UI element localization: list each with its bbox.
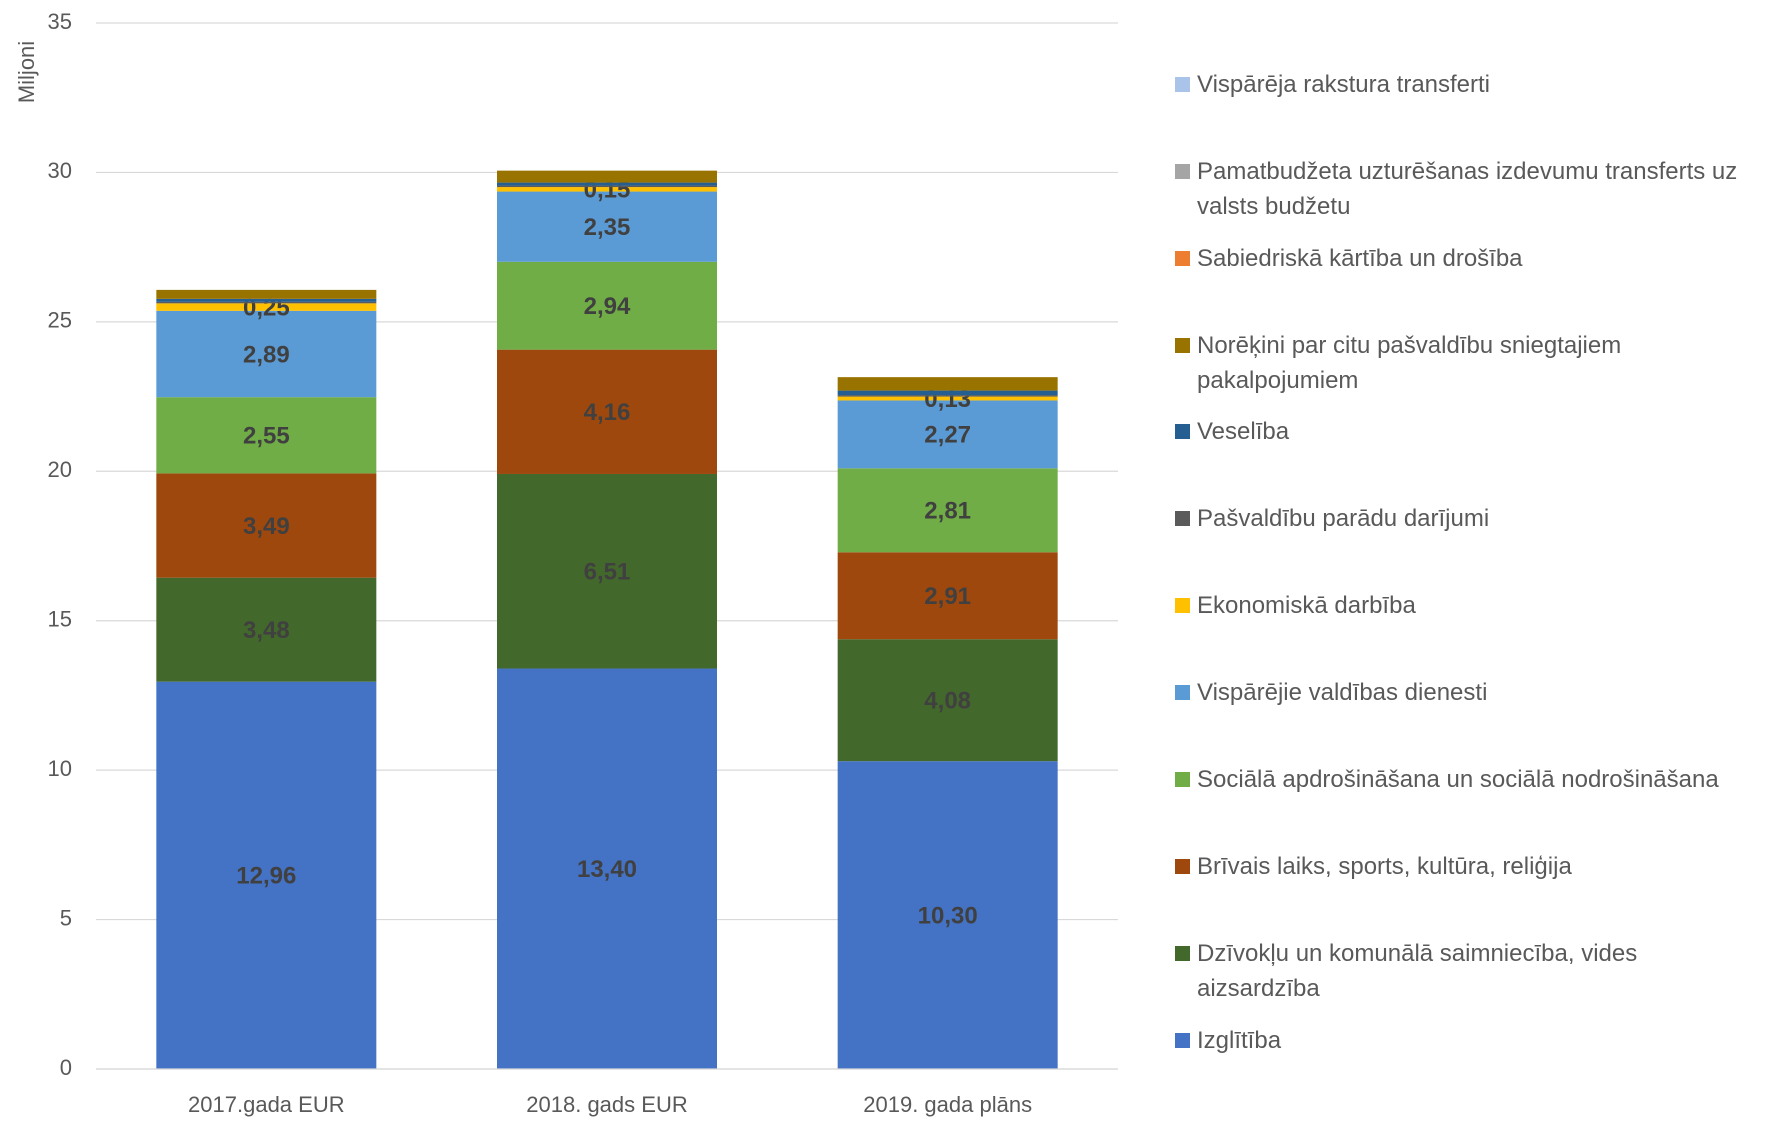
y-tick-label: 5 <box>60 905 72 930</box>
y-tick-label: 20 <box>48 457 72 482</box>
bar-segment <box>497 349 717 474</box>
value-label: 6,51 <box>584 559 631 586</box>
y-tick-label: 15 <box>48 607 72 632</box>
legend-item: Dzīvokļu un komunālā saimniecība, vides … <box>1175 936 1765 1006</box>
legend-swatch <box>1175 859 1190 874</box>
value-label: 3,49 <box>243 513 290 540</box>
bar-segment <box>497 473 717 669</box>
y-tick-label: 0 <box>60 1055 72 1080</box>
value-label: 2,89 <box>243 341 290 368</box>
bar-segment <box>837 395 1058 397</box>
legend-swatch <box>1175 338 1190 353</box>
legend-item: Izglītība <box>1175 1023 1765 1058</box>
y-tick-label: 10 <box>48 756 72 781</box>
legend-label: Brīvais laiks, sports, kultūra, reliģija <box>1197 853 1572 880</box>
legend-item: Pašvaldību parādu darījumi <box>1175 501 1765 536</box>
legend-label: Izglītība <box>1197 1027 1282 1054</box>
legend-label: Sociālā apdrošināšana un sociālā nodroši… <box>1197 766 1719 793</box>
bar-segment <box>837 400 1058 469</box>
value-label: 13,40 <box>577 856 637 883</box>
bar-segment <box>156 298 377 302</box>
value-label: 12,96 <box>236 863 296 890</box>
bar-segment <box>837 468 1058 553</box>
legend-swatch <box>1175 772 1190 787</box>
bar-segment <box>837 639 1058 762</box>
value-label: 2,27 <box>924 422 971 449</box>
legend-swatch <box>1175 511 1190 526</box>
legend-swatch <box>1175 164 1190 179</box>
x-tick-label: 2019. gada plāns <box>863 1092 1032 1117</box>
legend-swatch <box>1175 1033 1190 1048</box>
legend-swatch <box>1175 251 1190 266</box>
value-label: 2,55 <box>243 423 290 450</box>
legend-label: Vispārēja rakstura transferti <box>1197 71 1491 98</box>
y-tick-label: 25 <box>48 308 72 333</box>
legend-swatch <box>1175 946 1190 961</box>
legend-label: Ekonomiskā darbība <box>1197 592 1416 619</box>
bar-segment <box>837 390 1058 396</box>
bar-segment <box>156 310 377 398</box>
bar-segment <box>156 289 377 299</box>
legend-item: Vispārēja rakstura transferti <box>1175 67 1765 102</box>
legend-swatch <box>1175 424 1190 439</box>
bar-segment <box>497 182 717 186</box>
bar-segment <box>837 761 1058 1069</box>
value-label: 4,08 <box>924 688 971 715</box>
bar-segment <box>497 191 717 262</box>
legend-item: Norēķini par citu pašvaldību sniegtajiem… <box>1175 328 1765 398</box>
value-label: 2,94 <box>584 293 631 320</box>
y-tick-label: 35 <box>48 9 72 34</box>
bar-segment <box>156 397 377 474</box>
value-label: 10,30 <box>918 902 978 929</box>
value-label: 4,16 <box>584 399 631 426</box>
legend-item: Ekonomiskā darbība <box>1175 588 1765 623</box>
legend-swatch <box>1175 685 1190 700</box>
bar-segment <box>497 668 717 1069</box>
y-tick-label: 30 <box>48 158 72 183</box>
bar-segment <box>837 552 1058 640</box>
legend-item: Veselība <box>1175 414 1765 449</box>
bar-segment <box>156 301 377 304</box>
legend-swatch <box>1175 77 1190 92</box>
bar-segment <box>497 185 717 188</box>
x-tick-label: 2017.gada EUR <box>188 1092 345 1117</box>
bar-segment <box>156 681 377 1069</box>
bar-segment <box>497 187 717 192</box>
legend-label: Pamatbudžeta uzturēšanas izdevumu transf… <box>1197 158 1738 220</box>
value-label: 2,81 <box>924 498 971 525</box>
legend-item: Sociālā apdrošināšana un sociālā nodroši… <box>1175 762 1765 797</box>
x-tick-label: 2018. gads EUR <box>526 1092 687 1117</box>
bar-segment <box>156 473 377 578</box>
bar-segment <box>497 261 717 350</box>
legend-label: Sabiedriskā kārtība un drošība <box>1197 245 1523 272</box>
value-label: 3,48 <box>243 617 290 644</box>
bar-segment <box>497 170 717 183</box>
value-label: 2,91 <box>924 583 971 610</box>
legend-item: Vispārējie valdības dienesti <box>1175 675 1765 710</box>
value-label: 2,35 <box>584 214 631 241</box>
legend-swatch <box>1175 598 1190 613</box>
legend-label: Vispārējie valdības dienesti <box>1197 679 1488 706</box>
bar-segment <box>156 577 377 682</box>
legend-item: Brīvais laiks, sports, kultūra, reliģija <box>1175 849 1765 884</box>
legend-label: Pašvaldību parādu darījumi <box>1197 505 1490 532</box>
bar-segment <box>156 303 377 311</box>
y-axis-label: Miljoni <box>14 41 39 103</box>
bar-segment <box>837 396 1058 401</box>
legend-label: Norēķini par citu pašvaldību sniegtajiem… <box>1197 332 1622 394</box>
bar-segment <box>837 377 1058 391</box>
legend-item: Pamatbudžeta uzturēšanas izdevumu transf… <box>1175 154 1765 224</box>
legend-label: Dzīvokļu un komunālā saimniecība, vides … <box>1197 940 1638 1002</box>
legend-item: Sabiedriskā kārtība un drošība <box>1175 241 1765 276</box>
legend-label: Veselība <box>1197 418 1290 445</box>
